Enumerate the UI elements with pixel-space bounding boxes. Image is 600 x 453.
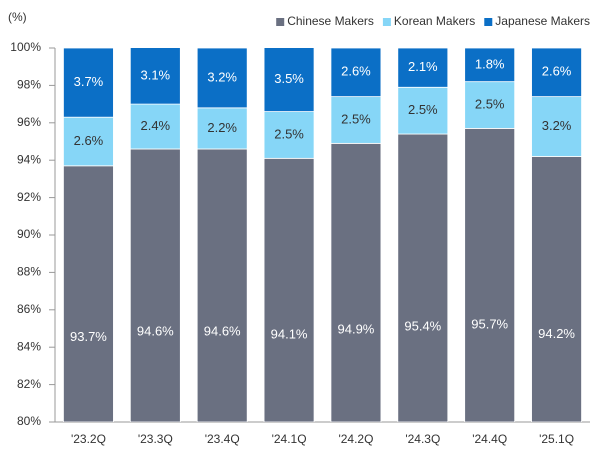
bar-segment: [330, 48, 382, 98]
bar-segment: [397, 86, 449, 135]
bar-segment: [129, 48, 181, 105]
legend-label: Japanese Makers: [495, 14, 590, 28]
bar-segment: [464, 128, 516, 422]
bar-segment: [263, 48, 315, 112]
data-label: 3.7%: [74, 74, 104, 89]
bar-segment: [531, 156, 582, 422]
bar-segment: [63, 48, 114, 118]
data-label: 3.2%: [542, 118, 572, 133]
data-label: 2.5%: [341, 111, 371, 126]
bar-segment: [63, 116, 114, 167]
legend-swatch: [484, 18, 493, 26]
x-tick-label: '24.1Q: [272, 432, 307, 446]
y-tick-label: 88%: [17, 265, 41, 279]
data-label: 2.1%: [408, 59, 438, 74]
x-tick-label: '25.1Q: [539, 432, 574, 446]
data-label: 3.5%: [274, 71, 304, 86]
data-label: 2.5%: [475, 96, 505, 111]
bar-segment: [464, 81, 516, 129]
bar-segment: [263, 111, 315, 159]
legend-label: Chinese Makers: [287, 14, 374, 28]
data-label: 94.9%: [338, 321, 375, 336]
bar-segment: [531, 96, 582, 157]
data-label: 94.6%: [204, 323, 241, 338]
x-tick-label: '24.4Q: [472, 432, 507, 446]
data-label: 95.7%: [471, 317, 508, 332]
data-label: 2.5%: [408, 102, 438, 117]
bars: [63, 48, 582, 422]
y-tick-label: 86%: [17, 302, 41, 316]
bar-segment: [397, 133, 449, 422]
bar-segment: [464, 48, 516, 83]
data-label: 2.4%: [140, 118, 170, 133]
data-label: 2.6%: [542, 64, 572, 79]
data-label: 2.2%: [207, 120, 237, 135]
bar-segment: [196, 148, 248, 422]
bar-segment: [129, 148, 181, 422]
data-label: 93.7%: [70, 329, 107, 344]
bar-segment: [531, 48, 582, 98]
bar-segment: [196, 107, 248, 150]
data-label: 3.2%: [207, 69, 237, 84]
legend-swatch: [382, 18, 391, 26]
y-tick-label: 98%: [17, 78, 41, 92]
bar-segment: [263, 157, 315, 422]
y-tick-label: 92%: [17, 190, 41, 204]
data-label: 2.6%: [341, 64, 371, 79]
x-tick-label: '23.4Q: [205, 432, 240, 446]
data-label: 94.1%: [271, 326, 308, 341]
data-label: 2.5%: [274, 126, 304, 141]
y-tick-label: 90%: [17, 227, 41, 241]
y-tick-label: 100%: [10, 40, 41, 54]
x-tick-label: '23.3Q: [138, 432, 173, 446]
bar-segment: [196, 48, 248, 109]
y-tick-label: 80%: [17, 414, 41, 428]
data-label: 94.2%: [538, 326, 575, 341]
y-axis-label: (%): [8, 10, 27, 24]
legend-label: Korean Makers: [394, 14, 475, 28]
bar-segment: [63, 165, 114, 422]
bar-segment: [330, 142, 382, 422]
y-tick-label: 84%: [17, 339, 41, 353]
data-label: 2.6%: [74, 133, 104, 148]
y-tick-label: 82%: [17, 377, 41, 391]
data-label: 3.1%: [140, 67, 170, 82]
data-label: 94.6%: [137, 323, 174, 338]
x-tick-label: '24.2Q: [338, 432, 373, 446]
data-label: 1.8%: [475, 56, 505, 71]
legend-swatch: [276, 18, 285, 26]
y-tick-label: 96%: [17, 115, 41, 129]
bar-segment: [330, 96, 382, 144]
data-label: 95.4%: [404, 318, 441, 333]
y-tick-label: 94%: [17, 152, 41, 166]
bar-segment: [397, 48, 449, 88]
x-tick-label: '24.3Q: [405, 432, 440, 446]
x-tick-label: '23.2Q: [71, 432, 106, 446]
